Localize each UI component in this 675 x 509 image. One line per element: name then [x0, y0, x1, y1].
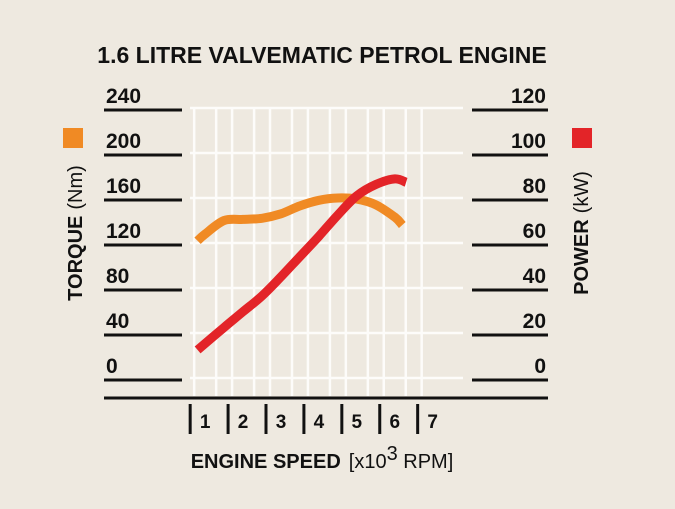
x-tick-label-1: 2 — [238, 412, 249, 433]
left-y-axis-label-unit: (Nm) — [65, 165, 87, 209]
x-axis-ticks: 1 2 3 4 5 6 7 — [188, 404, 438, 434]
right-tick-label-4: 80 — [523, 175, 546, 198]
right-y-ticks: 0 20 40 60 80 100 120 — [511, 85, 546, 378]
torque-legend-marker — [63, 128, 83, 148]
right-tick-label-1: 20 — [523, 310, 546, 333]
left-y-axis-label-main: TORQUE — [65, 216, 87, 301]
left-tick-label-2: 80 — [106, 265, 129, 288]
x-tick-label-6: 7 — [427, 412, 438, 433]
left-tick-label-1: 40 — [106, 310, 129, 333]
right-y-axis-label-unit: (kW) — [571, 171, 593, 213]
x-tick-label-4: 5 — [352, 412, 363, 433]
x-axis-label-unit-prefix: [x10 — [349, 451, 387, 473]
right-tick-label-0: 0 — [534, 355, 546, 378]
x-axis-label-unit-sup: 3 — [387, 443, 398, 465]
series-lines — [194, 174, 408, 354]
right-y-axis-label-main: POWER — [571, 219, 593, 295]
right-tick-label-2: 40 — [523, 265, 546, 288]
left-tick-label-5: 200 — [106, 130, 141, 153]
power-legend-marker — [572, 128, 592, 148]
x-tick-label-2: 3 — [276, 412, 287, 433]
left-tick-label-3: 120 — [106, 220, 141, 243]
right-y-axis-label: POWER (kW) — [571, 171, 593, 295]
left-y-ticks: 0 40 80 120 160 200 240 — [106, 85, 141, 378]
x-axis-label-main: ENGINE SPEED — [191, 451, 341, 473]
chart-title: 1.6 LITRE VALVEMATIC PETROL ENGINE — [97, 42, 546, 68]
axis-bands — [104, 108, 548, 400]
right-tick-label-5: 100 — [511, 130, 546, 153]
x-tick-label-3: 4 — [314, 412, 325, 433]
x-tick-label-0: 1 — [200, 412, 211, 433]
left-tick-label-4: 160 — [106, 175, 141, 198]
x-tick-label-5: 6 — [389, 412, 400, 433]
left-tick-label-6: 240 — [106, 85, 141, 108]
grid-lines — [190, 106, 463, 396]
torque-line — [194, 193, 406, 244]
x-axis-label: ENGINE SPEED [x103 RPM] — [191, 443, 454, 473]
power-line — [194, 174, 408, 354]
right-tick-label-6: 120 — [511, 85, 546, 108]
x-axis-label-unit-suffix: RPM] — [398, 451, 454, 473]
left-tick-label-0: 0 — [106, 355, 118, 378]
right-tick-label-3: 60 — [523, 220, 546, 243]
left-y-axis-label: TORQUE (Nm) — [65, 165, 87, 301]
